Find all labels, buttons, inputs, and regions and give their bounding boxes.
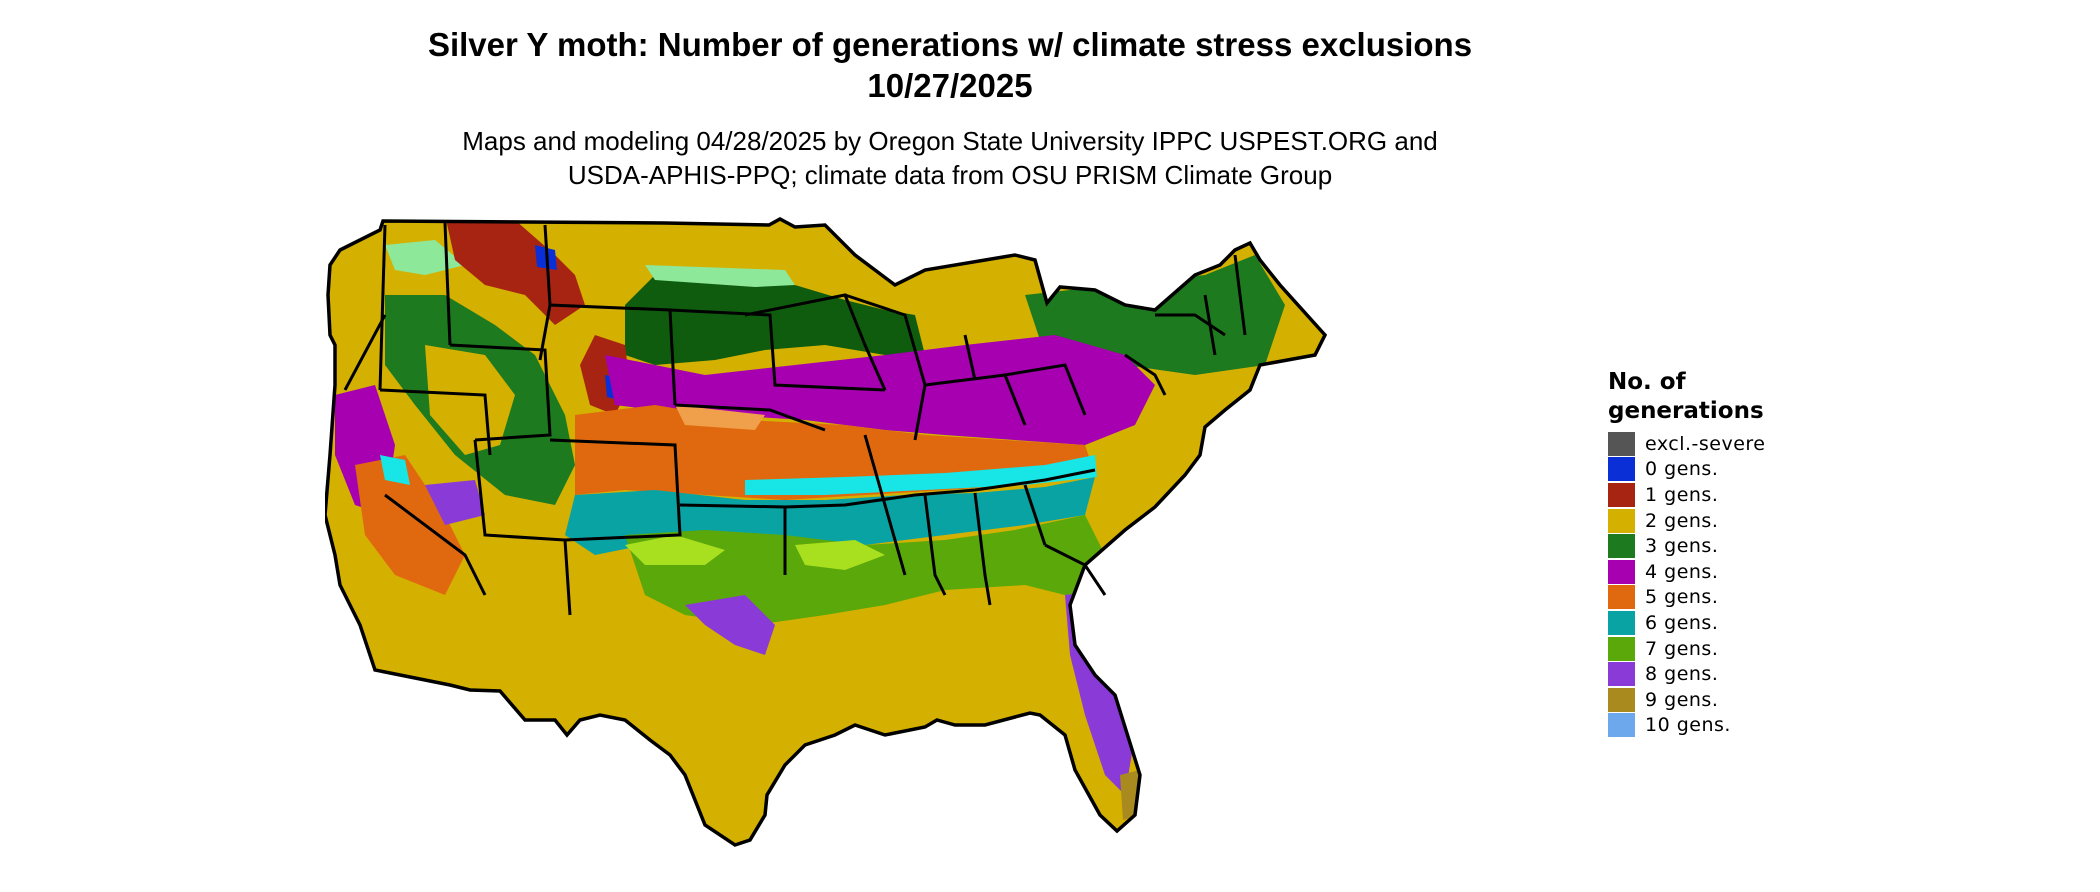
legend-label: 4 gens. xyxy=(1645,560,1719,583)
legend-label: excl.-severe xyxy=(1645,432,1766,455)
legend-swatch xyxy=(1608,482,1635,507)
zone-5-gens-light xyxy=(675,405,765,430)
map-subtitle-line-2: USDA-APHIS-PPQ; climate data from OSU PR… xyxy=(567,160,1333,190)
legend-swatch xyxy=(1608,534,1635,559)
legend-item: 6 gens. xyxy=(1608,610,1868,636)
map-title: Silver Y moth: Number of generations w/ … xyxy=(0,24,1900,106)
legend-item: excl.-severe xyxy=(1608,431,1868,457)
map-title-date: 10/27/2025 xyxy=(867,67,1033,104)
legend-item: 7 gens. xyxy=(1608,636,1868,662)
map-title-line-1: Silver Y moth: Number of generations w/ … xyxy=(427,26,1473,63)
legend-label: 5 gens. xyxy=(1645,586,1719,609)
legend-label: 10 gens. xyxy=(1645,714,1731,737)
legend-swatch xyxy=(1608,610,1635,635)
legend-swatch xyxy=(1608,713,1635,738)
zone-2-gens-great-basin xyxy=(425,345,515,455)
legend-title-line-2: generations xyxy=(1608,398,1764,424)
state-boundaries xyxy=(343,222,1247,616)
legend-label: 1 gens. xyxy=(1645,483,1719,506)
legend-swatch xyxy=(1608,508,1635,533)
zone-8-gens-south-texas xyxy=(685,595,775,655)
legend-item: 2 gens. xyxy=(1608,508,1868,534)
zone-5-gens-southwest xyxy=(355,455,465,595)
map-subtitle-line-1: Maps and modeling 04/28/2025 by Oregon S… xyxy=(462,126,1438,156)
legend-item: 9 gens. xyxy=(1608,687,1868,713)
legend-item: 5 gens. xyxy=(1608,585,1868,611)
zone-7-gens-light xyxy=(625,535,725,565)
legend-item: 4 gens. xyxy=(1608,559,1868,585)
zone-7-gens-light-2 xyxy=(795,540,885,570)
legend-swatch xyxy=(1608,585,1635,610)
legend-swatch xyxy=(1608,636,1635,661)
us-generations-map xyxy=(325,217,1327,847)
legend-item: 0 gens. xyxy=(1608,457,1868,483)
legend-item: 3 gens. xyxy=(1608,533,1868,559)
legend-swatch xyxy=(1608,457,1635,482)
legend-item: 10 gens. xyxy=(1608,713,1868,739)
legend-item: 1 gens. xyxy=(1608,482,1868,508)
legend-label: 8 gens. xyxy=(1645,663,1719,686)
generation-zones xyxy=(335,219,1285,820)
legend-swatch xyxy=(1608,662,1635,687)
zone-3-gens-north-plains xyxy=(625,270,925,365)
legend-label: 6 gens. xyxy=(1645,611,1719,634)
legend-title-line-1: No. of xyxy=(1608,369,1686,395)
zone-6-gens-california xyxy=(380,455,410,485)
legend-label: 9 gens. xyxy=(1645,688,1719,711)
legend-title: No. of generations xyxy=(1608,368,1868,426)
legend-swatch xyxy=(1608,431,1635,456)
legend-items: excl.-severe 0 gens. 1 gens. 2 gens. 3 g… xyxy=(1608,431,1868,738)
zone-mint-band-plains xyxy=(645,265,795,287)
legend-item: 8 gens. xyxy=(1608,661,1868,687)
legend-label: 3 gens. xyxy=(1645,535,1719,558)
legend-swatch xyxy=(1608,687,1635,712)
legend-label: 7 gens. xyxy=(1645,637,1719,660)
legend: No. of generations excl.-severe 0 gens. … xyxy=(1608,368,1868,738)
legend-swatch xyxy=(1608,559,1635,584)
legend-label: 0 gens. xyxy=(1645,458,1719,481)
zone-8-gens-arizona xyxy=(425,480,485,525)
legend-label: 2 gens. xyxy=(1645,509,1719,532)
map-subtitle: Maps and modeling 04/28/2025 by Oregon S… xyxy=(0,124,1900,192)
